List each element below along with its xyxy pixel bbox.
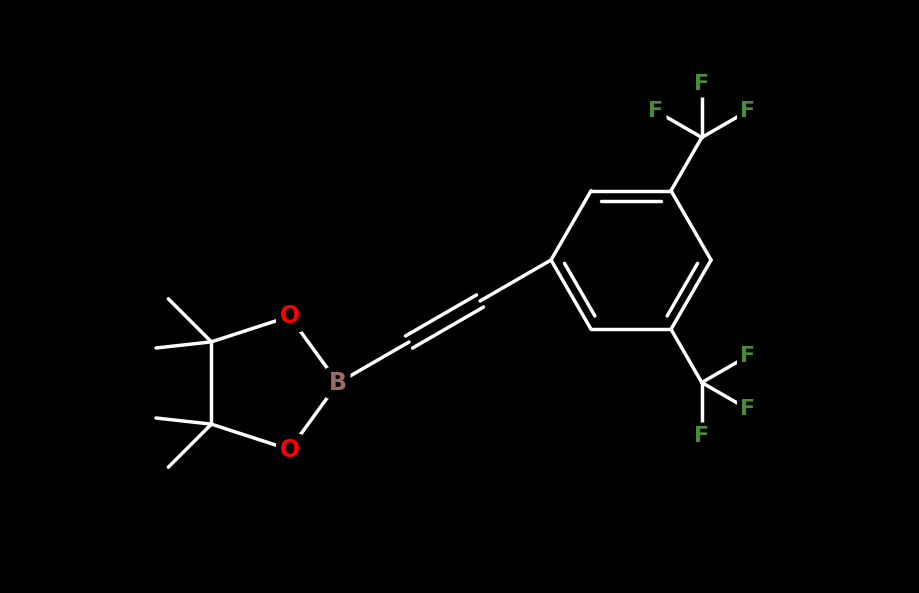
Text: B: B xyxy=(329,371,347,395)
Text: F: F xyxy=(741,399,755,419)
Text: F: F xyxy=(694,426,709,446)
Text: F: F xyxy=(694,74,709,94)
Text: O: O xyxy=(279,304,300,329)
Text: O: O xyxy=(279,438,300,461)
Text: F: F xyxy=(741,346,755,366)
Text: F: F xyxy=(741,101,755,121)
Text: F: F xyxy=(648,101,664,121)
